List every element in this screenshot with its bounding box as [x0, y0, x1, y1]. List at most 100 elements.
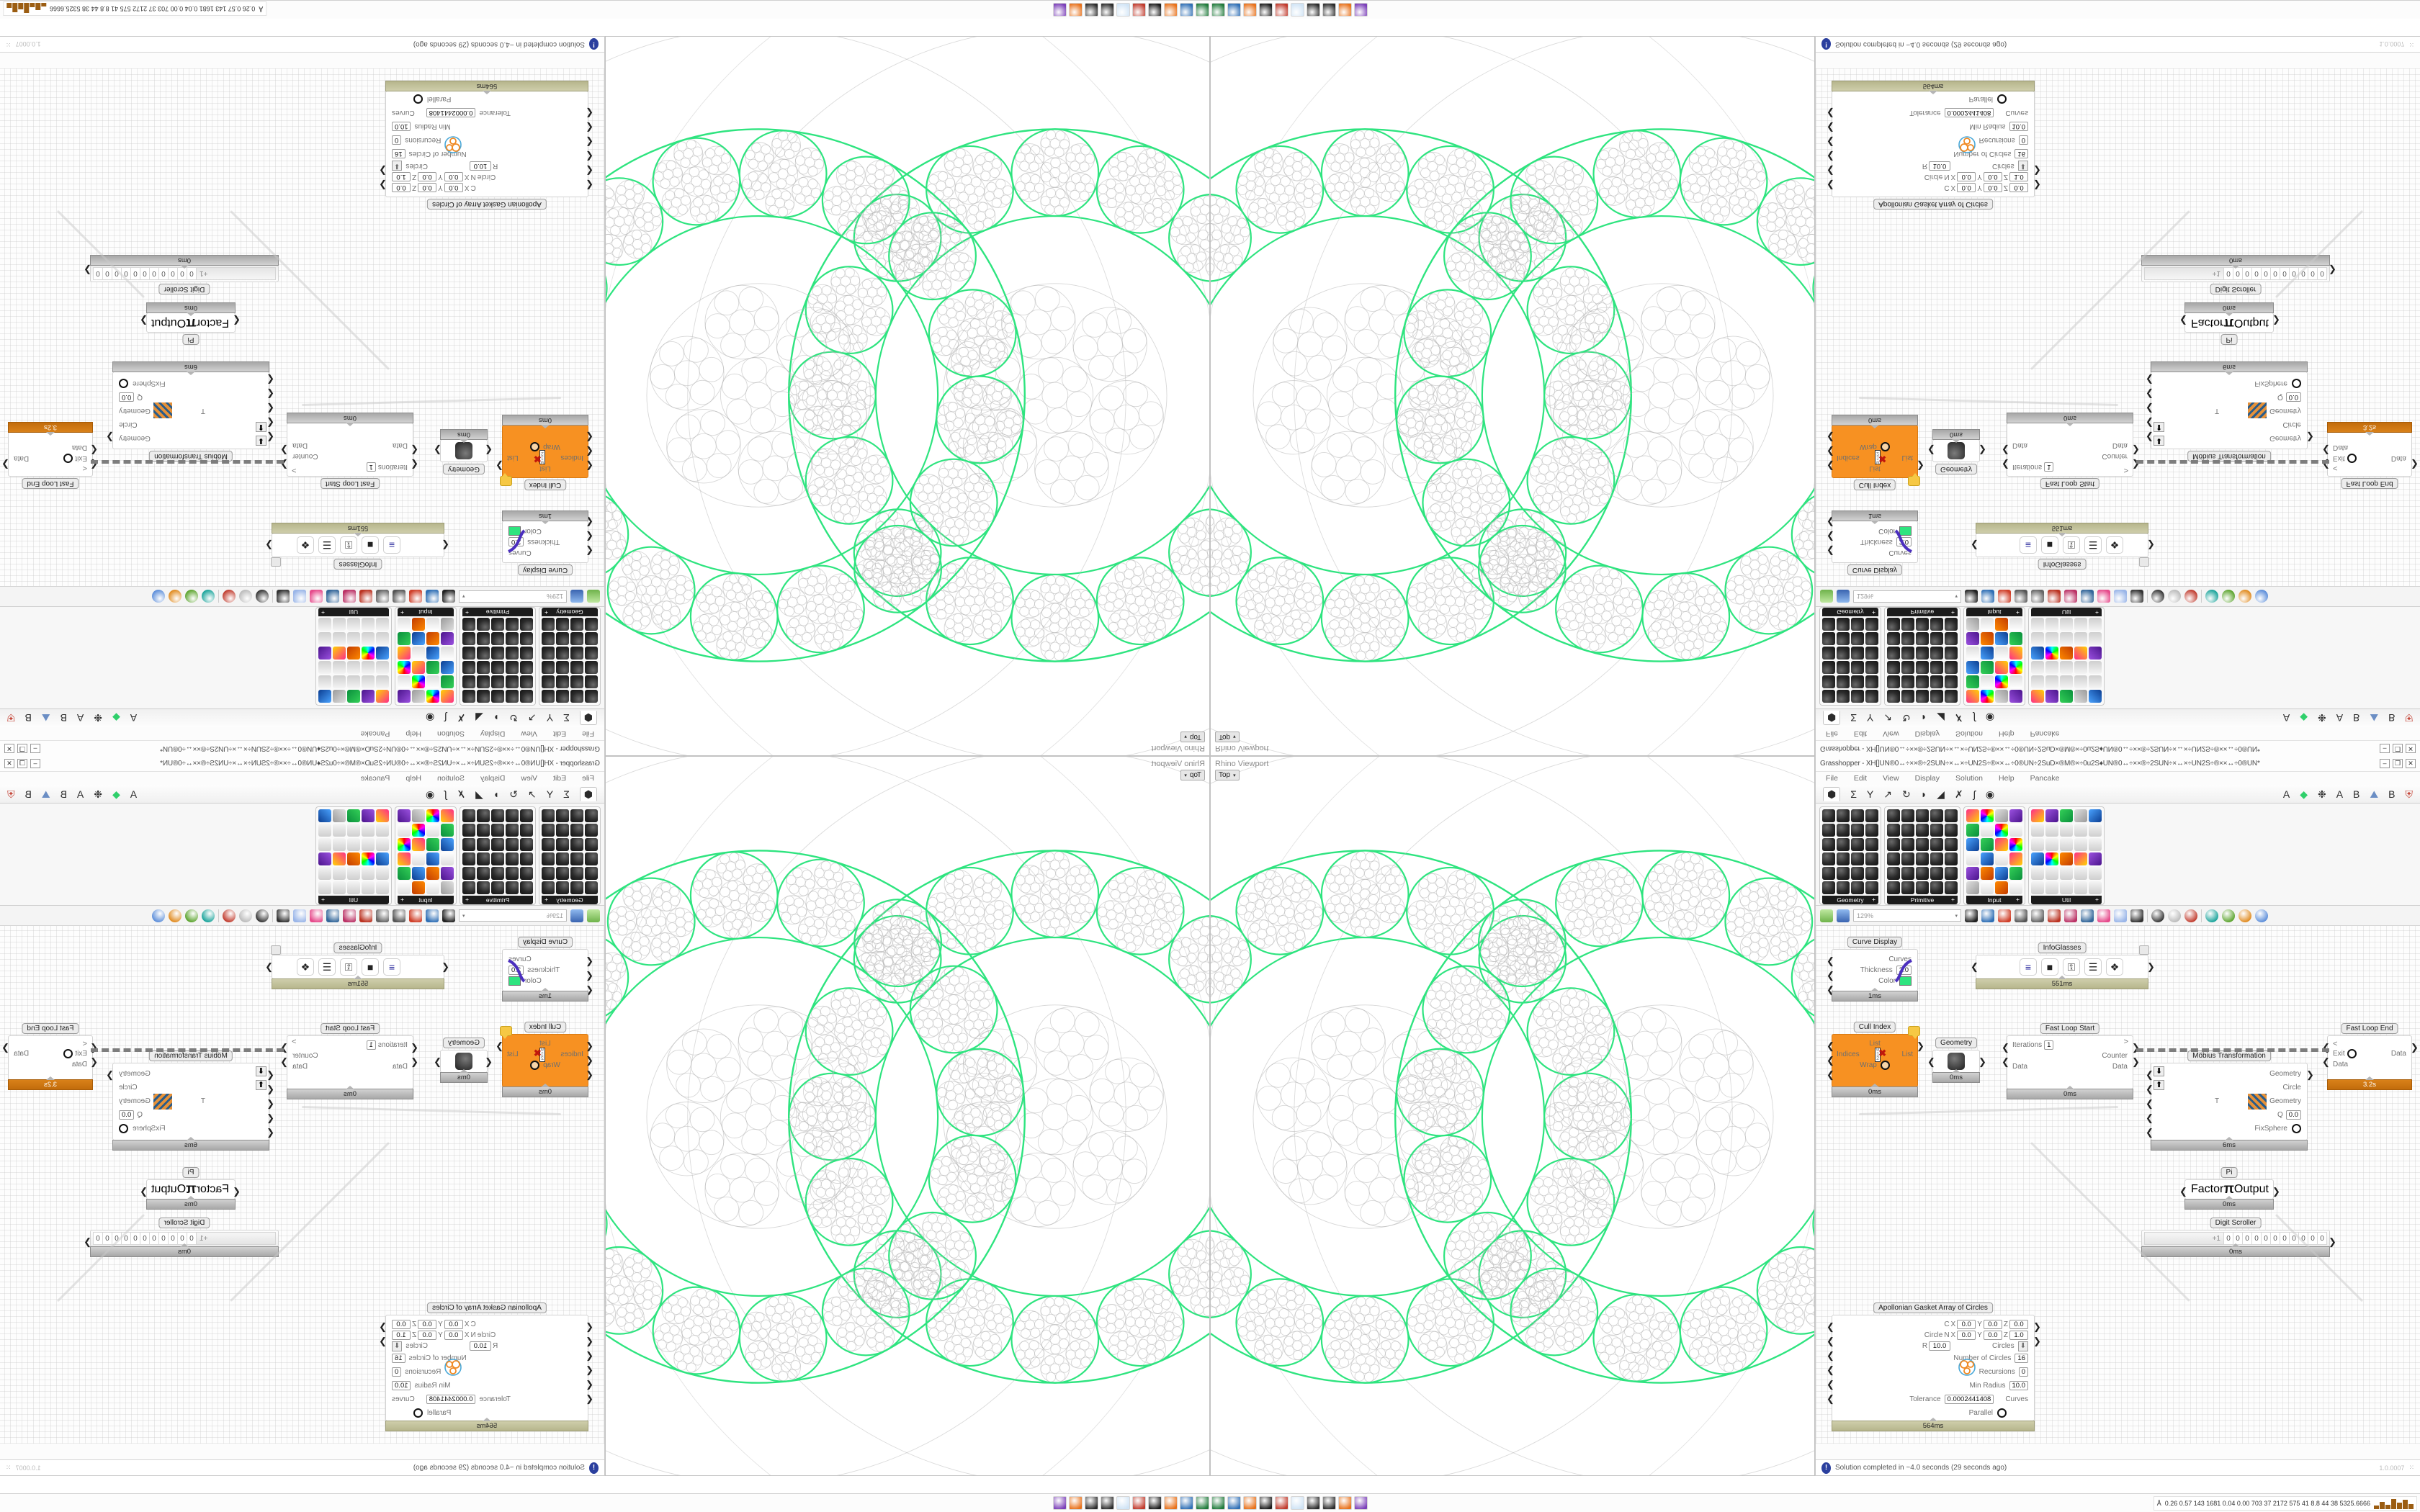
component-icon[interactable]	[2009, 675, 2022, 688]
component-icon[interactable]	[462, 881, 475, 894]
output-port[interactable]: ❯	[280, 445, 288, 456]
input-port[interactable]: ❮	[1827, 180, 1834, 191]
component-icon[interactable]	[333, 618, 346, 631]
circle-c-y[interactable]: 0.0	[418, 183, 437, 192]
component-icon[interactable]	[333, 824, 346, 837]
component-icon[interactable]	[318, 852, 331, 865]
component-icon[interactable]	[556, 647, 569, 660]
node-apollonian-gasket-array-of-circles[interactable]: Apollonian Gasket Array of Circles C X 0.0 Y…	[379, 1302, 593, 1431]
up-arrow-icon[interactable]: ⬆	[2154, 1080, 2165, 1090]
render-flame-icon[interactable]	[409, 590, 422, 603]
component-icon[interactable]	[1966, 824, 1979, 837]
input-port[interactable]: ❮	[2146, 418, 2154, 428]
component-icon[interactable]	[1851, 824, 1864, 837]
circle-radius[interactable]: 10.0	[469, 161, 491, 171]
output-port[interactable]: ❯	[1978, 445, 1986, 456]
component-icon[interactable]	[2074, 618, 2087, 631]
component-icon[interactable]	[556, 881, 569, 894]
component-icon[interactable]	[362, 852, 375, 865]
balloon-icon[interactable]	[2114, 590, 2127, 603]
component-icon[interactable]	[376, 824, 389, 837]
output-port[interactable]: ❯	[2132, 445, 2140, 456]
preview-eye-icon[interactable]	[426, 590, 439, 603]
component-icon[interactable]	[542, 632, 555, 645]
component-icon[interactable]	[1981, 632, 1994, 645]
component-icon[interactable]	[491, 867, 504, 880]
expand-icon[interactable]: +	[2095, 609, 2099, 616]
component-icon[interactable]	[585, 824, 598, 837]
sphere-red-icon[interactable]	[223, 909, 236, 922]
output-port[interactable]: ❯	[379, 180, 387, 191]
component-icon[interactable]	[570, 647, 583, 660]
input-port[interactable]: ❮	[1827, 1379, 1834, 1390]
input-port[interactable]: ❮	[233, 1186, 241, 1197]
component-icon[interactable]	[506, 647, 519, 660]
component-icon[interactable]	[477, 852, 490, 865]
input-port[interactable]: ❮	[1927, 445, 1935, 456]
component-icon[interactable]	[556, 809, 569, 822]
component-icon[interactable]	[2031, 838, 2044, 851]
component-icon[interactable]	[362, 618, 375, 631]
component-icon[interactable]	[376, 852, 389, 865]
component-icon[interactable]	[362, 675, 375, 688]
node-curve-display[interactable]: Curve Display Curves Thickness 2.0 Color ❮ ❮ ❮ 1…	[1827, 937, 1918, 1002]
render-flame-icon[interactable]	[409, 909, 422, 922]
input-port[interactable]: ❮	[586, 970, 593, 981]
component-icon[interactable]	[491, 852, 504, 865]
glasses-grid-icon[interactable]: ■	[362, 536, 379, 554]
circles-down-icon[interactable]: ⬇	[392, 161, 403, 171]
sphere-blue-icon[interactable]	[152, 590, 165, 603]
node-cull-index[interactable]: Cull Index List Indices 0 1 2✖ List Wrap ❮ ❮ ❮ ❯ 0ms	[496, 1022, 593, 1097]
component-icon[interactable]	[318, 881, 331, 894]
component-icon[interactable]	[426, 618, 439, 631]
component-icon[interactable]	[1945, 647, 1958, 660]
component-icon[interactable]	[2031, 809, 2044, 822]
circles-down-icon[interactable]: ⬇	[2017, 161, 2028, 171]
ribbon-right-mesh-cloud-icon[interactable]: ❉	[94, 788, 103, 800]
component-icon[interactable]	[398, 867, 411, 880]
component-icon[interactable]	[2089, 824, 2102, 837]
component-icon[interactable]	[398, 690, 411, 703]
ribbon-right-A[interactable]: A	[2336, 788, 2344, 800]
output-port[interactable]: ❯	[496, 461, 503, 472]
output-port[interactable]: ❯	[140, 315, 148, 326]
input-port[interactable]: ❮	[411, 445, 418, 456]
param-value[interactable]: 0	[392, 1367, 402, 1377]
component-icon[interactable]	[441, 690, 454, 703]
component-icon[interactable]	[570, 852, 583, 865]
component-icon[interactable]	[2060, 632, 2073, 645]
input-port[interactable]: ❮	[586, 151, 593, 162]
component-icon[interactable]	[1887, 824, 1900, 837]
q-value[interactable]: 0.0	[119, 392, 135, 402]
scroller-sign[interactable]: +1	[196, 1232, 276, 1245]
taskbar-floppy-save-icon[interactable]	[1227, 3, 1241, 17]
scissors-icon[interactable]	[277, 590, 290, 603]
input-port[interactable]: ❮	[90, 445, 98, 456]
component-icon[interactable]	[1945, 690, 1958, 703]
component-icon[interactable]	[1981, 675, 1994, 688]
transform-icon[interactable]: ʃ	[1973, 712, 1976, 724]
component-icon[interactable]	[1916, 838, 1929, 851]
component-icon[interactable]	[398, 661, 411, 674]
component-icon[interactable]	[333, 809, 346, 822]
ribbon-right-A[interactable]: A	[2282, 712, 2290, 724]
input-port[interactable]: ❮	[2146, 1084, 2154, 1094]
surface-icon[interactable]: ◗	[493, 712, 500, 724]
component-icon[interactable]	[1916, 867, 1929, 880]
component-icon[interactable]	[1865, 809, 1878, 822]
component-icon[interactable]	[2074, 675, 2087, 688]
component-icon[interactable]	[1887, 632, 1900, 645]
node-geometry[interactable]: Geometry ❮ ❯ 0ms	[1927, 429, 1986, 474]
glasses-stack-icon[interactable]: ☰	[318, 536, 336, 554]
param-value[interactable]: 16	[2015, 1354, 2028, 1363]
save-file-icon[interactable]	[1837, 590, 1850, 603]
ribbon-right-gem-icon[interactable]: ◆	[2300, 788, 2308, 800]
parallel-toggle[interactable]	[1997, 94, 2007, 104]
input-port[interactable]: ❮	[1827, 122, 1834, 133]
iterations-value[interactable]: 1	[2044, 1040, 2054, 1050]
component-icon[interactable]	[570, 632, 583, 645]
input-port[interactable]: ❮	[586, 108, 593, 119]
surface-icon[interactable]: ◗	[493, 788, 500, 800]
chevron-down-icon[interactable]: ▾	[1233, 773, 1236, 778]
gha-assembly-icon[interactable]	[359, 909, 372, 922]
